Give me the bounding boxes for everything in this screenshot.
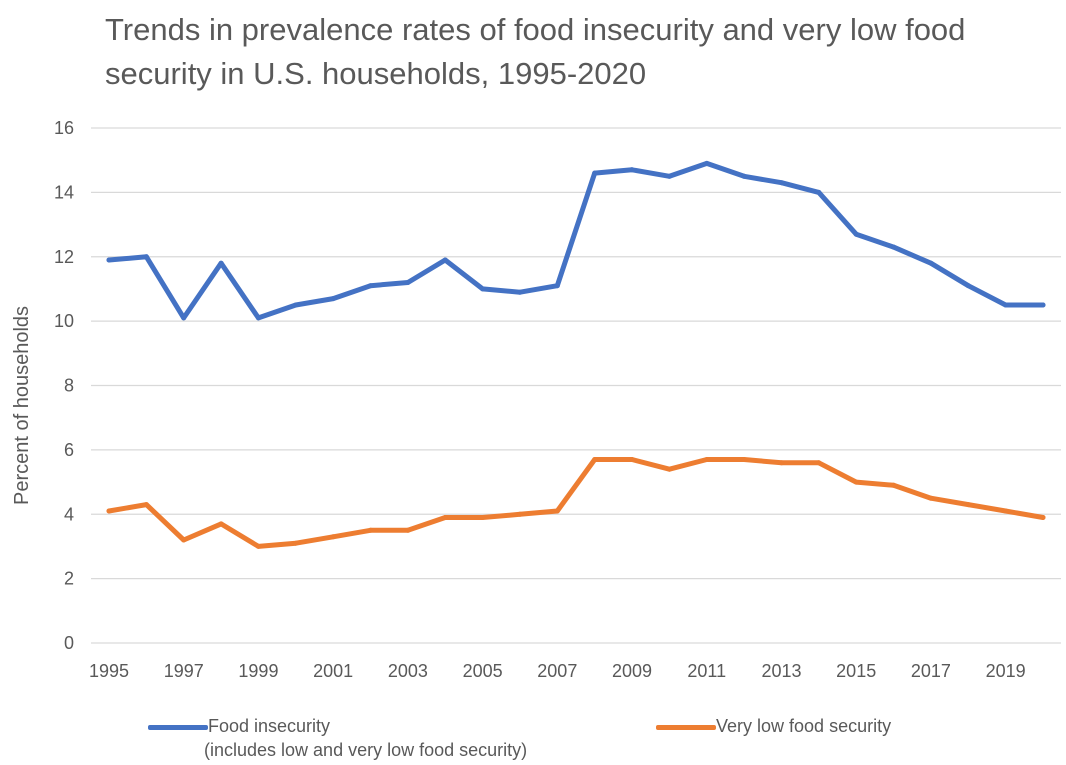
legend-swatch-food-insecurity	[148, 725, 208, 730]
y-tick-label: 2	[64, 569, 74, 589]
data-point	[853, 479, 859, 485]
data-point	[442, 257, 448, 263]
x-tick-label: 2019	[986, 661, 1026, 681]
data-point	[293, 540, 299, 546]
y-tick-label: 12	[54, 247, 74, 267]
data-point	[592, 457, 598, 462]
data-point	[779, 460, 784, 466]
data-point	[106, 257, 112, 263]
x-tick-label: 2007	[537, 661, 577, 681]
y-tick-label: 8	[64, 376, 74, 396]
x-axis-ticks: 1995 1997 1999 2001 2003 2005 2007 2009 2011 2013…	[89, 661, 1026, 681]
data-point	[965, 283, 971, 289]
data-point	[480, 286, 486, 292]
data-point	[891, 482, 897, 488]
data-point	[554, 283, 560, 289]
legend: Food insecurity (includes low and very l…	[0, 714, 1066, 765]
data-point	[405, 280, 411, 285]
data-point	[965, 502, 971, 508]
chart-title: Trends in prevalence rates of food insec…	[105, 12, 966, 91]
x-tick-label: 2001	[313, 661, 353, 681]
y-tick-label: 0	[64, 633, 74, 653]
gridlines	[91, 127, 1061, 644]
data-point	[517, 511, 523, 517]
data-point	[480, 515, 486, 520]
data-point	[741, 457, 747, 462]
data-point	[891, 244, 897, 250]
x-tick-label: 2015	[836, 661, 876, 681]
data-point	[666, 173, 672, 179]
y-tick-label: 4	[64, 504, 74, 524]
legend-label-food-insecurity: Food insecurity (includes low and very l…	[204, 714, 527, 762]
data-point	[181, 315, 187, 321]
data-point	[442, 515, 448, 520]
legend-item-very-low-food-security: Very low food security	[656, 714, 891, 738]
data-point	[330, 296, 336, 302]
data-point	[293, 302, 299, 308]
x-tick-label: 2011	[687, 661, 726, 681]
legend-label-line1: Very low food security	[716, 716, 892, 736]
data-point	[1003, 302, 1009, 308]
y-tick-label: 16	[54, 118, 74, 138]
data-point	[143, 502, 149, 508]
data-point	[1003, 508, 1009, 514]
data-point	[592, 170, 598, 176]
y-tick-label: 14	[54, 182, 74, 202]
legend-label-line2: (includes low and very low food security…	[204, 740, 528, 760]
data-point	[218, 521, 224, 527]
data-point	[816, 189, 822, 195]
x-tick-label: 1995	[89, 661, 129, 681]
legend-swatch-very-low-food-security	[656, 725, 716, 730]
x-tick-label: 2005	[463, 661, 503, 681]
data-point	[405, 527, 411, 533]
data-point	[666, 466, 672, 472]
data-point	[928, 495, 934, 501]
data-point	[143, 254, 149, 260]
legend-label-very-low-food-security: Very low food security	[716, 714, 891, 738]
data-point	[1040, 302, 1046, 308]
data-point	[218, 260, 224, 266]
legend-item-food-insecurity: Food insecurity (includes low and very l…	[148, 714, 527, 762]
y-axis-ticks: 0 2 4 6 8 10 12 14 16	[54, 118, 74, 653]
y-tick-label: 10	[54, 311, 74, 331]
data-point	[255, 543, 261, 549]
data-point	[106, 508, 112, 514]
data-point	[629, 457, 635, 462]
data-point	[368, 283, 373, 289]
data-point	[816, 460, 822, 466]
data-point	[779, 180, 784, 186]
data-point	[629, 167, 635, 173]
legend-label-line1: Food insecurity	[208, 716, 331, 736]
data-point	[704, 457, 710, 462]
x-tick-label: 2017	[911, 661, 951, 681]
x-tick-label: 2013	[761, 661, 801, 681]
data-point	[554, 508, 560, 514]
x-tick-label: 2009	[612, 661, 652, 681]
data-point	[928, 260, 934, 266]
data-point	[741, 173, 747, 179]
data-point	[853, 231, 859, 237]
series-lines	[106, 160, 1046, 549]
data-point	[368, 527, 373, 533]
data-point	[255, 315, 261, 321]
x-tick-label: 1999	[238, 661, 278, 681]
series-line-very-low-food-security	[106, 457, 1046, 549]
x-tick-label: 1997	[164, 661, 204, 681]
x-tick-label: 2003	[388, 661, 428, 681]
series-line-food-insecurity	[106, 160, 1046, 321]
data-point	[1040, 515, 1046, 520]
data-point	[704, 160, 710, 166]
data-point	[330, 534, 336, 540]
y-tick-label: 6	[64, 440, 74, 460]
data-point	[517, 289, 523, 295]
data-point	[181, 537, 187, 543]
